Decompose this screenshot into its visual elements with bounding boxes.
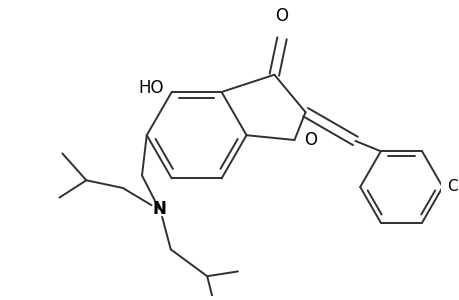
- Text: Cl: Cl: [447, 179, 459, 194]
- Text: O: O: [275, 7, 288, 25]
- Text: N: N: [152, 200, 166, 218]
- Text: HO: HO: [138, 79, 164, 97]
- Text: O: O: [303, 131, 316, 149]
